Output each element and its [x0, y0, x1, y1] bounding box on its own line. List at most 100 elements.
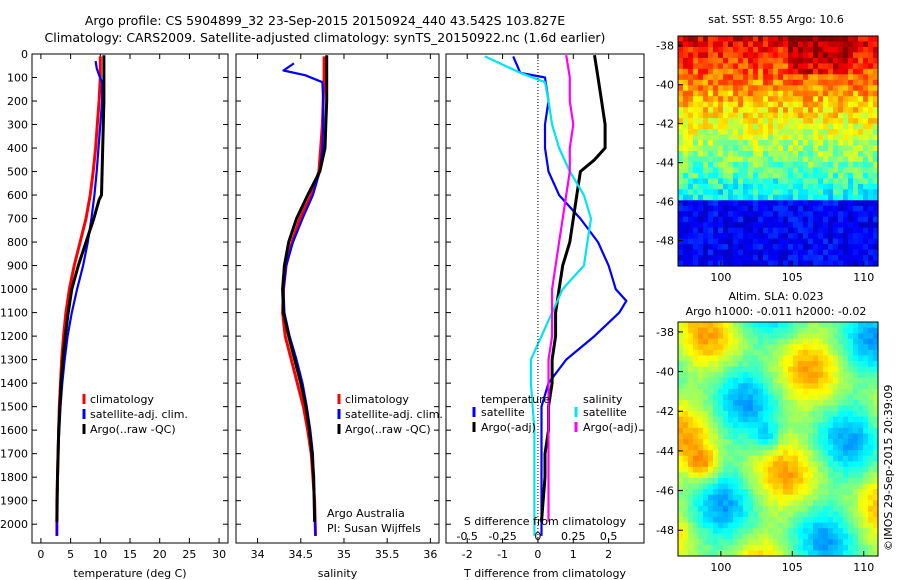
- sst-map-cell: [798, 41, 804, 48]
- sst-map-cell: [703, 151, 709, 158]
- sla-map-cell: [793, 544, 799, 552]
- sla-map-cell: [873, 427, 879, 435]
- sla-map-cell: [843, 494, 849, 501]
- sst-map-cell: [708, 79, 714, 86]
- sla-map-cell: [788, 466, 794, 474]
- sla-map-cell: [873, 366, 879, 373]
- sst-map-cell: [723, 140, 729, 147]
- sst-map-cell: [753, 90, 759, 97]
- sst-map-cell: [868, 79, 874, 86]
- sla-map-cell: [873, 528, 879, 535]
- sla-map-cell: [843, 539, 849, 546]
- sla-map-cell: [688, 388, 694, 396]
- sst-map-cell: [868, 161, 874, 169]
- sla-map-cell: [778, 517, 784, 524]
- sla-map-cell: [738, 450, 744, 457]
- sst-map-cell: [713, 85, 719, 92]
- sst-map-cell: [713, 167, 719, 174]
- sla-map-cell: [788, 539, 794, 546]
- sla-map-cell: [783, 327, 789, 334]
- sst-map-cell: [733, 79, 739, 86]
- sla-map-cell: [818, 511, 824, 518]
- sst-map-cell: [808, 189, 814, 196]
- sst-map-cell: [743, 194, 749, 201]
- sla-map-cell: [858, 416, 864, 423]
- sla-map-cell: [808, 366, 814, 373]
- sst-map-cell: [728, 172, 734, 179]
- sst-map-cell: [783, 145, 789, 152]
- sla-map-cell: [768, 489, 774, 496]
- sst-map-cell: [758, 107, 764, 114]
- sst-map-cell: [683, 90, 689, 97]
- sla-map-cell: [803, 405, 809, 412]
- sst-map-cell: [703, 79, 709, 86]
- sst-map-cell: [768, 63, 774, 70]
- sst-map-cell: [783, 118, 789, 125]
- sst-map-cell: [708, 101, 714, 108]
- sst-map-cell: [783, 74, 789, 81]
- sst-map-cell: [693, 151, 699, 158]
- sla-map-cell: [698, 411, 704, 418]
- sst-map-cell: [873, 211, 879, 218]
- sst-map-cell: [828, 205, 834, 212]
- sla-map-cell: [728, 327, 734, 334]
- sla-map-cell: [813, 450, 819, 457]
- sst-map-cell: [778, 107, 784, 114]
- sla-map-cell: [823, 494, 829, 501]
- sla-map-cell: [818, 478, 824, 485]
- sla-map-cell: [753, 333, 759, 340]
- sst-map-cell: [738, 222, 744, 229]
- sst-map-cell: [683, 222, 689, 229]
- sla-map-cell: [868, 338, 874, 345]
- sla-map-cell: [708, 489, 714, 496]
- sst-map-cell: [753, 63, 759, 70]
- sst-map-cell: [763, 129, 769, 136]
- sla-map-cell: [873, 405, 879, 412]
- depth-tick-label: 1100: [0, 307, 28, 320]
- sla-map-cell: [748, 517, 754, 524]
- sla-map-cell: [753, 338, 759, 345]
- sst-map-cell: [683, 52, 689, 59]
- sla-map-cell: [853, 388, 859, 396]
- sla-map-cell: [763, 338, 769, 345]
- sst-map-cell: [763, 156, 769, 163]
- sst-map-cell: [808, 101, 814, 108]
- sla-map-cell: [678, 333, 684, 340]
- sla-map-cell: [818, 349, 824, 357]
- sla-map-cell: [828, 372, 834, 379]
- sst-map-cell: [703, 123, 709, 130]
- sla-map-cell: [778, 372, 784, 379]
- sst-map-cell: [693, 134, 699, 141]
- sst-map-cell: [858, 211, 864, 218]
- sst-map-cell: [838, 90, 844, 97]
- sst-map-cell: [773, 52, 779, 59]
- sst-map-cell: [828, 260, 834, 267]
- sla-map-cell: [873, 344, 879, 351]
- sst-map-cell: [728, 85, 734, 92]
- sst-map-cell: [688, 205, 694, 212]
- sst-map-cell: [798, 238, 804, 245]
- sla-map-cell: [853, 444, 859, 451]
- sla-map-cell: [683, 533, 689, 540]
- sst-map-cell: [753, 118, 759, 125]
- sla-map-cell: [788, 517, 794, 524]
- sla-map-cell: [803, 422, 809, 429]
- sla-map-cell: [793, 400, 799, 407]
- sla-map-cell: [683, 366, 689, 373]
- sla-map-cell: [798, 517, 804, 524]
- sla-map-cell: [838, 338, 844, 345]
- sst-map-cell: [773, 249, 779, 256]
- sst-map-cell: [853, 57, 859, 64]
- sla-map-cell: [773, 388, 779, 396]
- sst-map-cell: [743, 211, 749, 218]
- sla-map-cell: [678, 478, 684, 485]
- sst-map-cell: [808, 140, 814, 147]
- sla-map-cell: [768, 338, 774, 345]
- sst-map-cell: [733, 85, 739, 92]
- sla-map-cell: [733, 383, 739, 390]
- sst-map-cell: [753, 74, 759, 81]
- sst-map-cell: [768, 112, 774, 119]
- sla-map-cell: [843, 361, 849, 368]
- sst-map-cell: [728, 129, 734, 136]
- sst-map-cell: [793, 216, 799, 223]
